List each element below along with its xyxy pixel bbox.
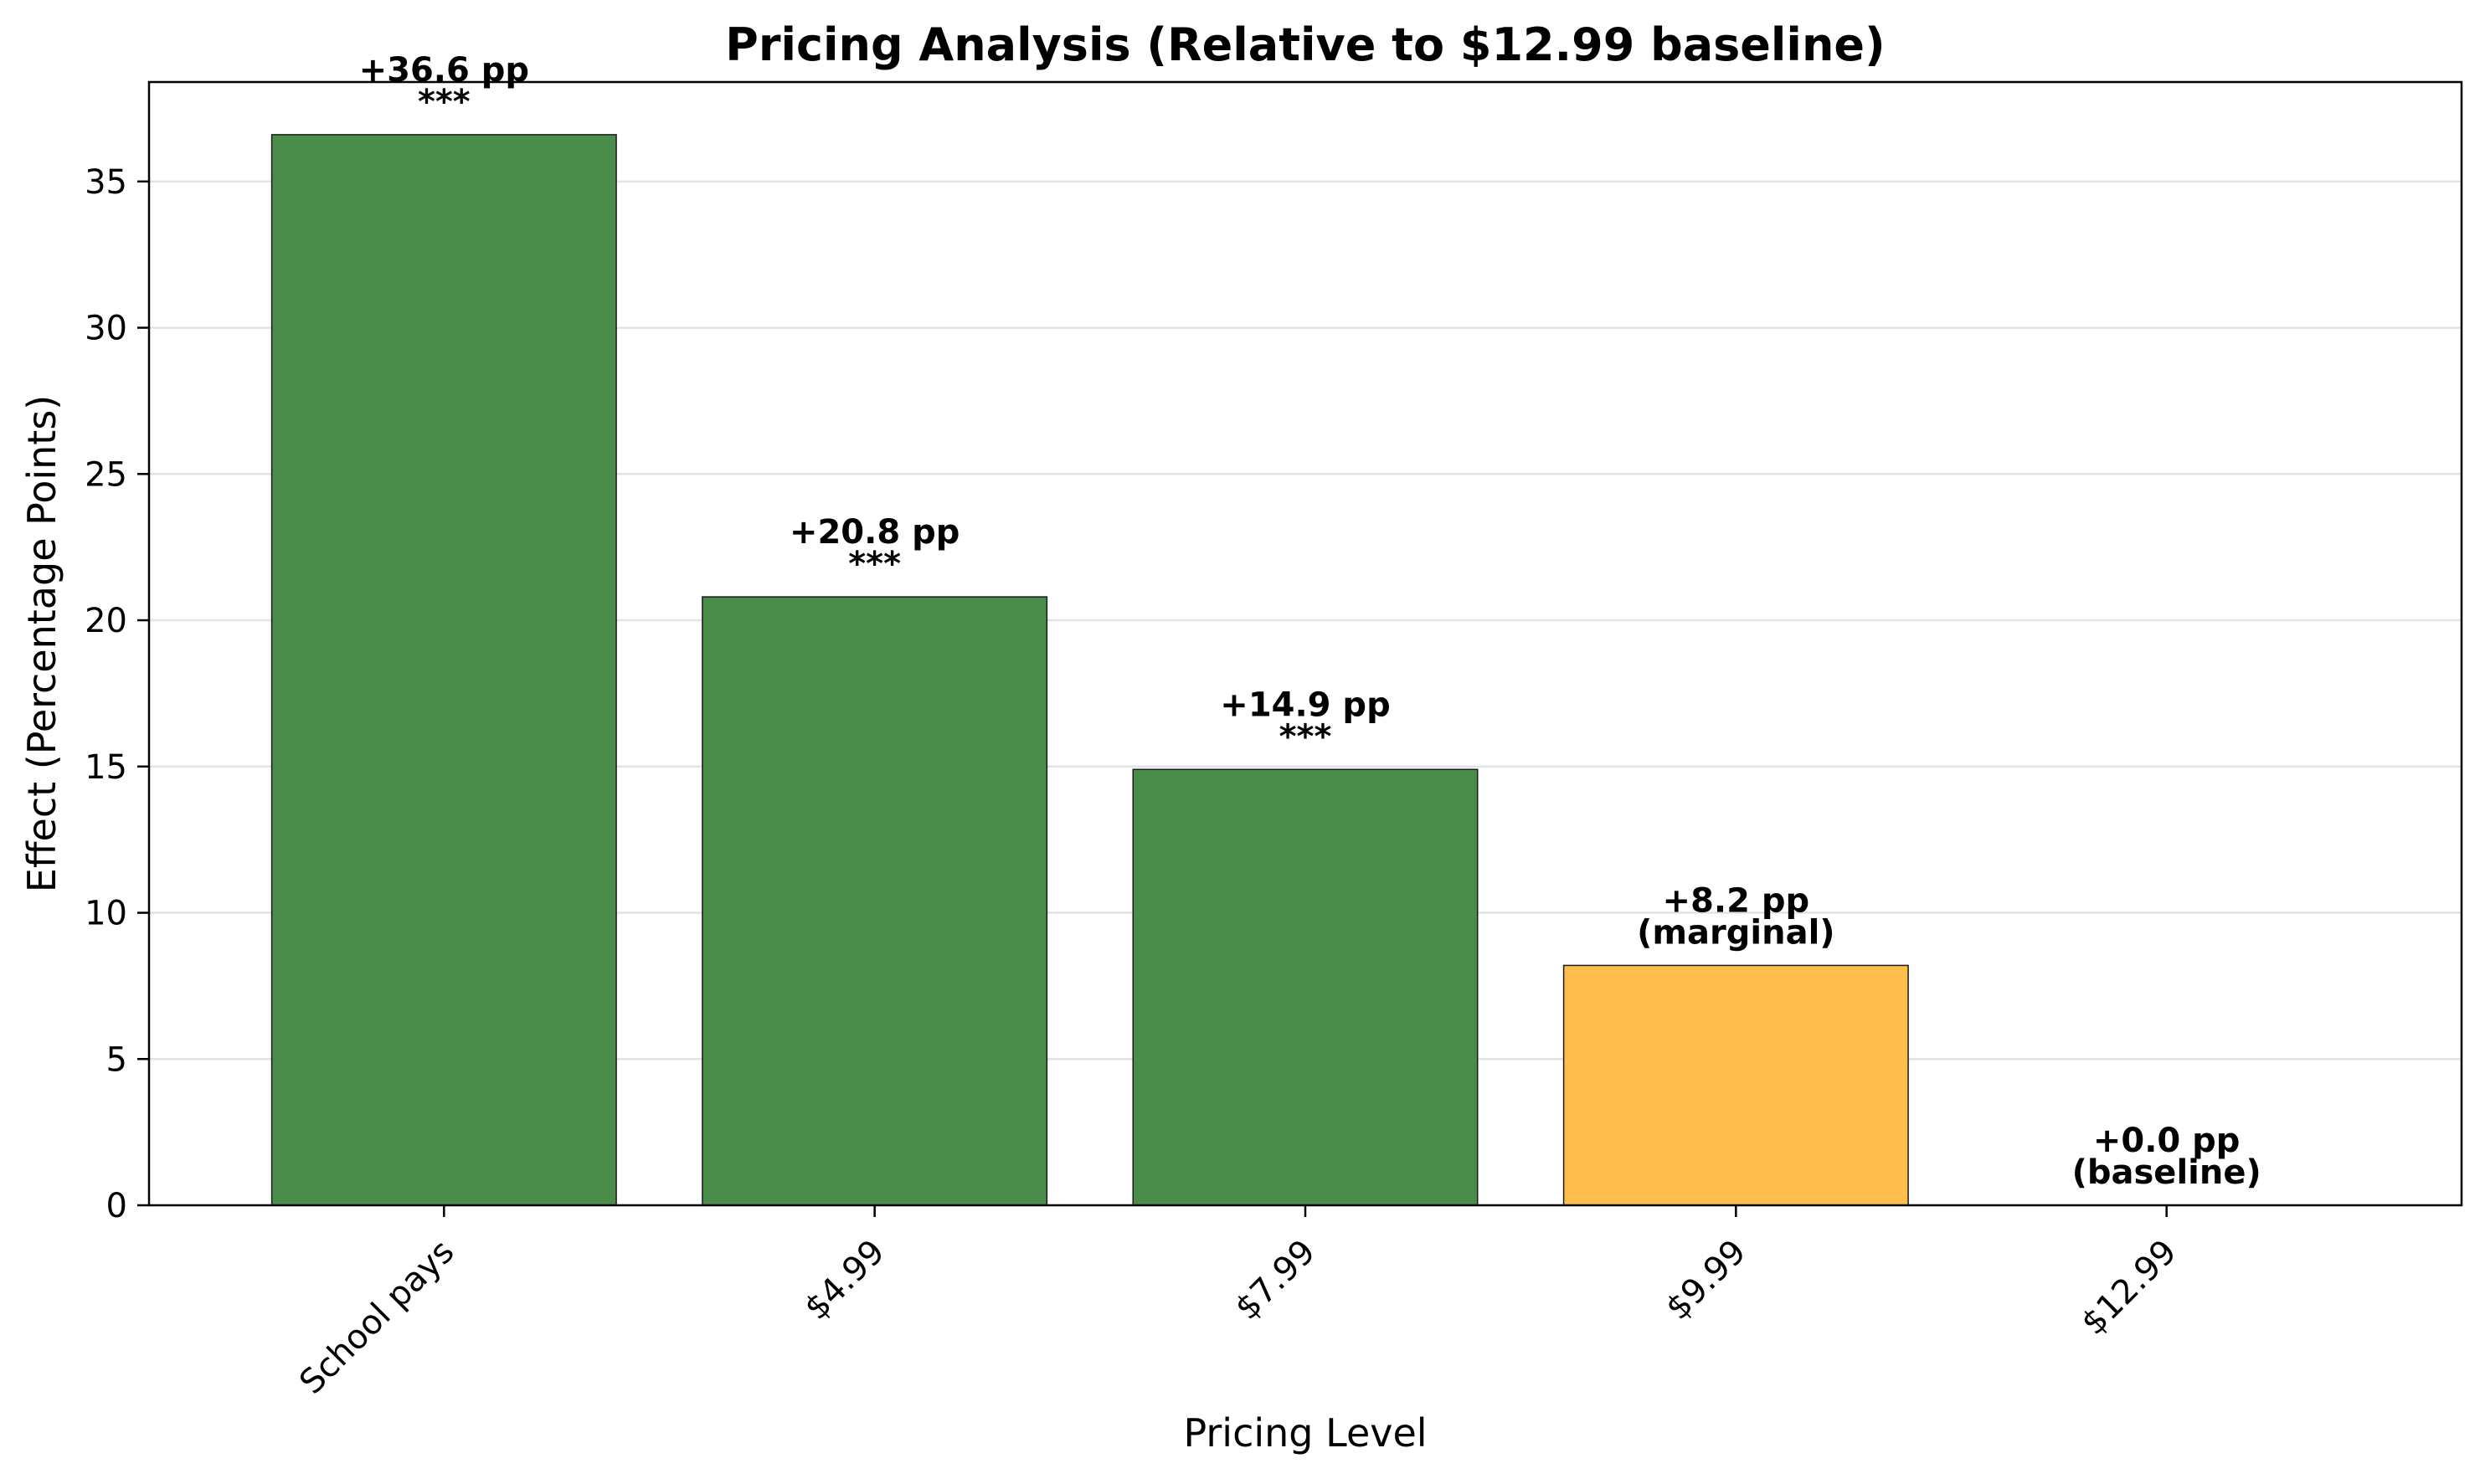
bar-significance-label: *** [418,83,471,121]
bar-value-label: +8.2 pp [1663,881,1810,920]
bar-significance-label: *** [1279,717,1332,756]
bar [1132,768,1479,1206]
y-tick-label: 5 [106,1040,127,1079]
y-tick-label: 25 [85,455,127,494]
bar-value-label: +20.8 pp [790,513,960,552]
bar-value-label: +0.0 pp [2093,1122,2241,1160]
bar-significance-label: (baseline) [2072,1153,2261,1192]
y-tick-label: 20 [85,602,127,640]
bar-significance-label: *** [848,545,901,583]
bars [270,134,1909,1206]
bar-significance-label: (marginal) [1637,913,1834,952]
bar-labels: +36.6 pp***+20.8 pp***+14.9 pp***+8.2 pp… [359,51,2261,1192]
bar [270,134,617,1206]
x-axis-label: Pricing Level [1183,1410,1427,1456]
y-tick-label: 0 [106,1187,127,1225]
y-tick-label: 15 [85,748,127,787]
y-tick-label: 35 [85,163,127,202]
y-tick-label: 30 [85,310,127,348]
bar [1562,964,1909,1206]
y-axis-label: Effect (Percentage Points) [19,395,64,892]
chart-title: Pricing Analysis (Relative to $12.99 bas… [725,18,1885,71]
bar-value-label: +14.9 pp [1220,686,1390,724]
bar-value-label: +36.6 pp [359,51,529,90]
bar [702,596,1048,1206]
y-tick-label: 10 [85,895,127,933]
